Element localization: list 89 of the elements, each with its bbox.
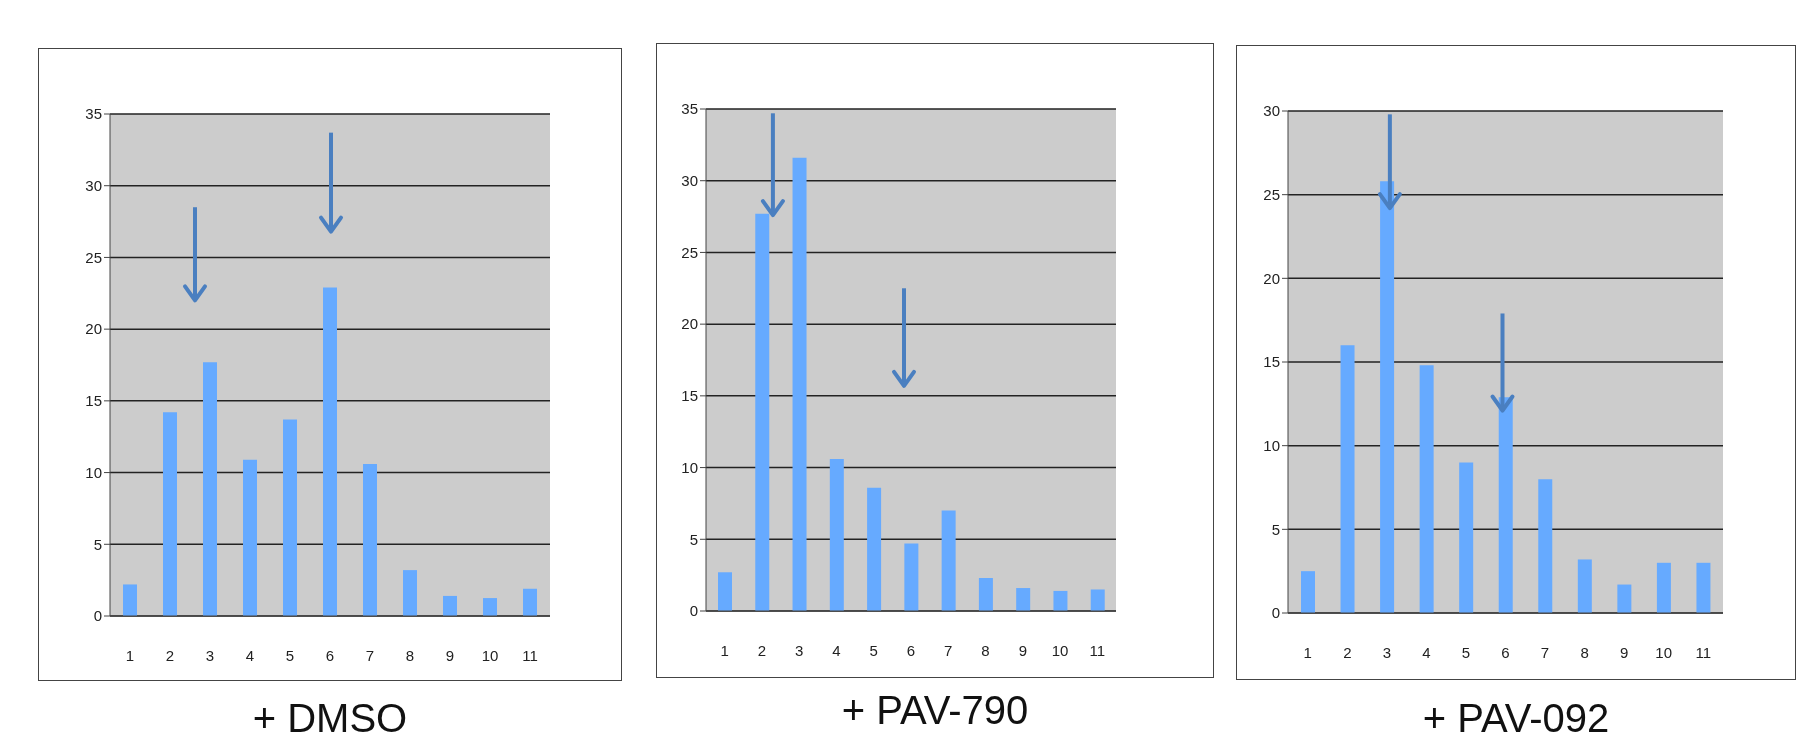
bar xyxy=(403,570,417,616)
y-tick-label: 0 xyxy=(1271,604,1280,622)
bar xyxy=(904,543,919,611)
bar xyxy=(1459,462,1474,613)
bar xyxy=(1696,562,1711,613)
bar xyxy=(243,459,257,616)
y-tick-label: 30 xyxy=(681,172,698,190)
bar xyxy=(443,595,457,616)
x-tick-label: 10 xyxy=(1051,641,1069,659)
x-tick-label: 7 xyxy=(1540,643,1550,661)
x-tick-label: 10 xyxy=(481,646,499,664)
x-tick-label: 5 xyxy=(285,646,295,664)
x-tick-label: 3 xyxy=(1382,643,1392,661)
y-tick-label: 15 xyxy=(85,392,102,410)
bar xyxy=(1617,584,1632,613)
bar xyxy=(1419,365,1434,613)
x-tick-label: 4 xyxy=(832,641,841,659)
bar xyxy=(1301,571,1315,613)
y-tick-label: 30 xyxy=(85,177,102,195)
x-tick-label: 9 xyxy=(1018,641,1027,659)
y-tick-label: 0 xyxy=(689,602,698,620)
y-tick-label: 10 xyxy=(1263,436,1280,454)
bar xyxy=(283,419,297,616)
y-tick-label: 15 xyxy=(1263,353,1280,371)
bar xyxy=(1016,588,1031,611)
x-tick-label: 2 xyxy=(1343,643,1352,661)
x-tick-label: 2 xyxy=(757,641,767,659)
x-tick-label: 9 xyxy=(445,646,455,664)
y-tick-label: 20 xyxy=(681,315,698,333)
bar xyxy=(523,588,537,616)
y-tick-label: 20 xyxy=(1263,269,1280,287)
x-tick-label: 10 xyxy=(1655,643,1673,661)
y-tick-label: 30 xyxy=(1263,102,1280,120)
y-tick-label: 35 xyxy=(681,100,698,118)
y-tick-label: 10 xyxy=(681,458,698,476)
bar xyxy=(1538,479,1553,613)
bar xyxy=(718,572,732,611)
x-tick-label: 5 xyxy=(1461,643,1471,661)
bar xyxy=(867,487,882,611)
bar xyxy=(829,458,844,611)
x-tick-label: 8 xyxy=(1580,643,1589,661)
y-tick-label: 25 xyxy=(85,248,102,266)
x-tick-label: 2 xyxy=(165,646,175,664)
x-tick-label: 4 xyxy=(245,646,255,664)
bar xyxy=(323,287,337,616)
x-tick-label: 4 xyxy=(1422,643,1431,661)
x-tick-label: 8 xyxy=(405,646,415,664)
y-tick-label: 15 xyxy=(681,387,698,405)
text: + PAV-092 xyxy=(1421,696,1611,741)
x-tick-label: 7 xyxy=(365,646,375,664)
x-tick-label: 11 xyxy=(1089,641,1106,659)
y-tick-label: 5 xyxy=(93,535,102,553)
x-tick-label: 5 xyxy=(869,641,878,659)
bar xyxy=(123,584,137,616)
x-tick-label: 9 xyxy=(1619,643,1629,661)
x-tick-label: 7 xyxy=(944,641,953,659)
bar xyxy=(363,463,377,616)
y-tick-label: 0 xyxy=(93,607,102,625)
x-tick-label: 3 xyxy=(795,641,804,659)
x-tick-label: 6 xyxy=(906,641,916,659)
bar xyxy=(1656,562,1671,613)
text: + PAV-790 xyxy=(840,688,1030,733)
bar xyxy=(1090,589,1105,611)
y-tick-label: 35 xyxy=(85,105,102,123)
y-tick-label: 5 xyxy=(689,530,698,548)
bar xyxy=(483,598,497,616)
x-tick-label: 1 xyxy=(720,641,729,659)
y-tick-label: 25 xyxy=(681,243,698,261)
x-tick-label: 6 xyxy=(1501,643,1510,661)
bar xyxy=(978,578,993,611)
bar xyxy=(1340,345,1355,613)
x-tick-label: 11 xyxy=(522,646,538,664)
bar xyxy=(1577,559,1592,613)
x-tick-label: 1 xyxy=(1303,643,1312,661)
y-tick-label: 20 xyxy=(85,320,102,338)
x-tick-label: 8 xyxy=(981,641,990,659)
bar xyxy=(163,412,177,616)
y-tick-label: 10 xyxy=(85,463,102,481)
x-tick-label: 1 xyxy=(125,646,135,664)
x-tick-label: 11 xyxy=(1695,643,1712,661)
bar xyxy=(1053,590,1068,611)
bar xyxy=(792,157,807,611)
x-tick-label: 6 xyxy=(325,646,335,664)
text: + DMSO xyxy=(251,696,409,741)
bar xyxy=(941,510,956,611)
bar xyxy=(203,362,217,616)
y-tick-label: 5 xyxy=(1271,520,1280,538)
y-tick-label: 25 xyxy=(1263,185,1280,203)
x-tick-label: 3 xyxy=(205,646,215,664)
